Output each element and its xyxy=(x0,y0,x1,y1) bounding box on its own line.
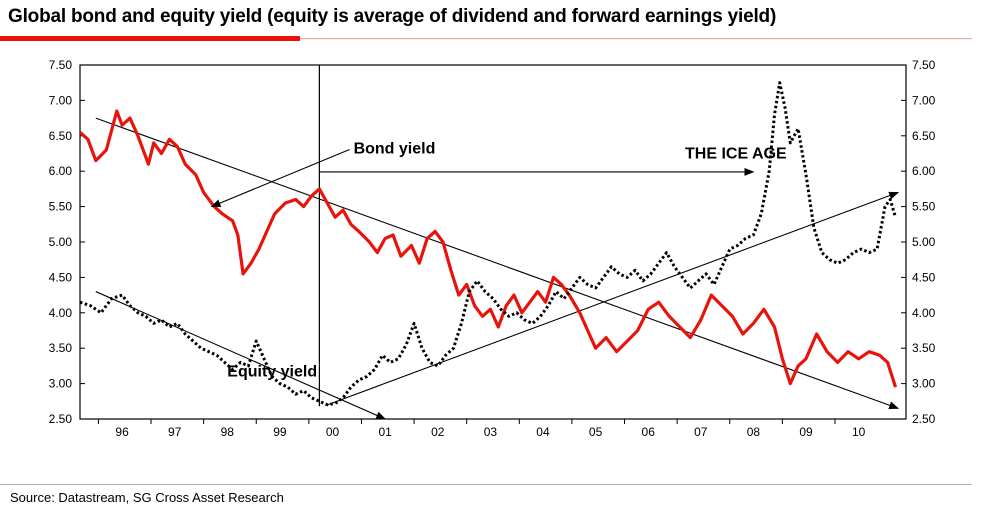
y-tick-label-right: 3.00 xyxy=(912,377,936,391)
trend-line xyxy=(95,117,900,410)
y-tick-label-left: 4.00 xyxy=(49,306,73,320)
annotation-label: THE ICE AGE xyxy=(685,145,787,162)
y-tick-label-left: 2.50 xyxy=(49,412,73,426)
bond-yield-line xyxy=(78,109,898,388)
y-tick-label-right: 7.00 xyxy=(912,93,936,107)
annotation-label: Bond yield xyxy=(354,141,436,158)
x-tick-label: 08 xyxy=(747,425,761,439)
equity-yield-line xyxy=(79,81,897,407)
y-tick-label-left: 3.00 xyxy=(49,377,73,391)
y-tick-label-right: 2.50 xyxy=(912,412,936,426)
y-tick-label-left: 7.50 xyxy=(49,58,73,72)
y-tick-label-left: 5.00 xyxy=(49,235,73,249)
x-tick-label: 99 xyxy=(273,425,287,439)
x-tick-label: 10 xyxy=(852,425,866,439)
y-tick-label-left: 6.50 xyxy=(49,129,73,143)
y-axis-right: 2.50 3.00 3.50 4.00 4.50 5.00 5.50 6.00 6.50 7.00… xyxy=(901,58,936,426)
x-tick-label: 96 xyxy=(115,425,129,439)
annotation-arrow xyxy=(210,148,350,208)
y-tick-label-right: 3.50 xyxy=(912,341,936,355)
trend-line xyxy=(327,191,900,406)
y-tick-label-right: 5.00 xyxy=(912,235,936,249)
x-tick-label: 03 xyxy=(484,425,498,439)
y-tick-label-left: 6.00 xyxy=(49,164,73,178)
y-tick-label-right: 7.50 xyxy=(912,58,936,72)
x-tick-label: 97 xyxy=(168,425,182,439)
x-tick-label: 04 xyxy=(536,425,550,439)
title-underline xyxy=(0,36,972,41)
trend-lines xyxy=(95,65,900,420)
source-note: Source: Datastream, SG Cross Asset Resea… xyxy=(10,490,284,505)
y-tick-label-right: 6.00 xyxy=(912,164,936,178)
x-tick-label: 02 xyxy=(431,425,445,439)
series-lines xyxy=(78,81,898,407)
y-axis-left: 2.50 3.00 3.50 4.00 4.50 5.00 5.50 6.00 6.50 7.00… xyxy=(49,58,85,426)
annotation-label: Equity yield xyxy=(227,364,317,381)
source-divider xyxy=(0,484,972,485)
x-tick-label: 01 xyxy=(378,425,392,439)
y-tick-label-left: 4.50 xyxy=(49,270,73,284)
trend-line xyxy=(95,291,387,420)
x-tick-label: 07 xyxy=(694,425,708,439)
annotations: Bond yield THE ICE AGE Equity yield xyxy=(210,141,787,381)
chart-plot: 2.50 3.00 3.50 4.00 4.50 5.00 5.50 6.00 6.50 7.00… xyxy=(49,58,936,439)
chart-title: Global bond and equity yield (equity is … xyxy=(8,6,777,27)
y-tick-label-right: 4.00 xyxy=(912,306,936,320)
x-tick-label: 09 xyxy=(799,425,813,439)
x-tick-label: 05 xyxy=(589,425,603,439)
y-tick-label-left: 3.50 xyxy=(49,341,73,355)
x-tick-label: 00 xyxy=(326,425,340,439)
y-tick-label-right: 5.50 xyxy=(912,200,936,214)
y-tick-label-left: 7.00 xyxy=(49,93,73,107)
y-tick-label-right: 6.50 xyxy=(912,129,936,143)
y-tick-label-right: 4.50 xyxy=(912,270,936,284)
y-tick-label-left: 5.50 xyxy=(49,200,73,214)
x-tick-label: 98 xyxy=(221,425,235,439)
x-tick-label: 06 xyxy=(642,425,656,439)
x-axis: 96 97 98 99 00 01 02 03 04 05 06 07 08 09 10 xyxy=(97,419,866,439)
